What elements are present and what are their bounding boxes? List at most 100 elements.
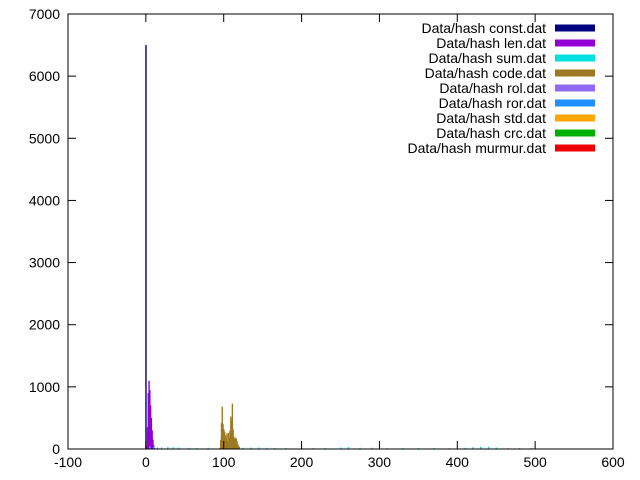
- bar: [238, 447, 241, 449]
- bar: [229, 430, 231, 449]
- bar: [152, 439, 154, 449]
- legend-swatch: [555, 129, 595, 137]
- bar: [237, 445, 240, 449]
- legend-entry: Data/hash crc.dat: [436, 125, 595, 141]
- bar: [480, 446, 482, 449]
- bar: [222, 424, 224, 449]
- bar: [233, 436, 235, 449]
- y-tick-label: 6000: [29, 68, 60, 84]
- bar: [219, 447, 221, 449]
- x-tick-label: 200: [290, 454, 314, 470]
- plot-frame: [67, 13, 614, 450]
- bar: [230, 416, 232, 449]
- legend-swatch: [555, 114, 595, 122]
- x-tick-label: 100: [212, 454, 236, 470]
- series-4: [220, 403, 241, 449]
- legend-swatch: [555, 24, 595, 32]
- bar: [371, 447, 373, 449]
- legend-entry: Data/hash murmur.dat: [407, 140, 595, 156]
- bar: [495, 447, 498, 449]
- x-tick-label: 600: [601, 454, 625, 470]
- x-tick-label: 300: [368, 454, 392, 470]
- bar: [167, 447, 169, 449]
- bar: [242, 447, 244, 449]
- bar: [347, 447, 350, 449]
- bar: [148, 380, 150, 449]
- bar: [147, 393, 149, 449]
- legend-label: Data/hash rol.dat: [439, 80, 546, 96]
- bar: [153, 447, 155, 449]
- legend-label: Data/hash const.dat: [421, 20, 546, 36]
- bar: [226, 433, 228, 449]
- bar: [234, 439, 236, 449]
- bar: [149, 405, 152, 449]
- bar: [207, 447, 209, 449]
- x-axis: -100 0 100 200 300 400 500 600: [54, 14, 625, 470]
- legend-label: Data/hash std.dat: [436, 110, 546, 126]
- legend-entry: Data/hash code.dat: [425, 65, 595, 81]
- legend-swatch: [555, 39, 595, 47]
- bar: [223, 429, 225, 449]
- legend-entry: Data/hash rol.dat: [439, 80, 595, 96]
- x-tick-label: 400: [446, 454, 470, 470]
- bar: [149, 446, 151, 449]
- bar: [145, 45, 147, 449]
- bar: [177, 447, 180, 449]
- x-tick-label: 0: [142, 454, 150, 470]
- bar: [220, 422, 223, 449]
- bar: [227, 432, 230, 449]
- bar: [228, 437, 230, 449]
- legend-entry: Data/hash len.dat: [436, 35, 595, 51]
- bar: [487, 446, 490, 449]
- bar: [250, 447, 252, 449]
- legend-label: Data/hash code.dat: [425, 65, 547, 81]
- y-tick-label: 3000: [29, 255, 60, 271]
- bar: [156, 447, 159, 449]
- legend-entry: Data/hash sum.dat: [428, 50, 595, 66]
- bar: [464, 447, 466, 449]
- legend-swatch: [555, 54, 595, 62]
- y-tick-label: 7000: [29, 6, 60, 22]
- bar: [150, 417, 153, 449]
- bar: [220, 439, 222, 449]
- series-2: [146, 380, 156, 449]
- bar: [188, 447, 190, 449]
- y-tick-label: 5000: [29, 130, 60, 146]
- legend-label: Data/hash len.dat: [436, 35, 546, 51]
- legend-label: Data/hash ror.dat: [439, 95, 547, 111]
- bar: [224, 435, 227, 449]
- bar: [359, 447, 361, 449]
- legend-swatch: [555, 99, 595, 107]
- y-tick-label: 4000: [29, 192, 60, 208]
- bar: [230, 420, 233, 449]
- bar: [234, 437, 237, 449]
- bar: [223, 431, 226, 449]
- legend-swatch: [555, 144, 595, 152]
- bar: [160, 447, 163, 449]
- bar: [172, 447, 174, 449]
- bar: [236, 441, 238, 449]
- bar: [153, 447, 156, 449]
- y-tick-label: 1000: [29, 379, 60, 395]
- legend-label: Data/hash sum.dat: [428, 50, 546, 66]
- y-tick-label: 0: [52, 441, 60, 457]
- bar: [146, 445, 148, 449]
- bar: [237, 444, 239, 449]
- legend-entry: Data/hash const.dat: [421, 20, 595, 36]
- y-axis: 0 1000 2000 3000 4000 5000 6000 7000: [29, 6, 613, 457]
- bar: [225, 437, 227, 449]
- bar: [235, 438, 237, 449]
- bar: [151, 430, 153, 449]
- x-tick-label: -100: [54, 454, 82, 470]
- bar: [221, 406, 223, 449]
- bar: [258, 447, 260, 449]
- bar: [339, 447, 342, 449]
- bar: [227, 441, 229, 449]
- legend-label: Data/hash murmur.dat: [407, 140, 546, 156]
- series-1: [145, 45, 147, 449]
- legend-label: Data/hash crc.dat: [436, 125, 546, 141]
- legend-swatch: [555, 69, 595, 77]
- bar: [472, 447, 474, 449]
